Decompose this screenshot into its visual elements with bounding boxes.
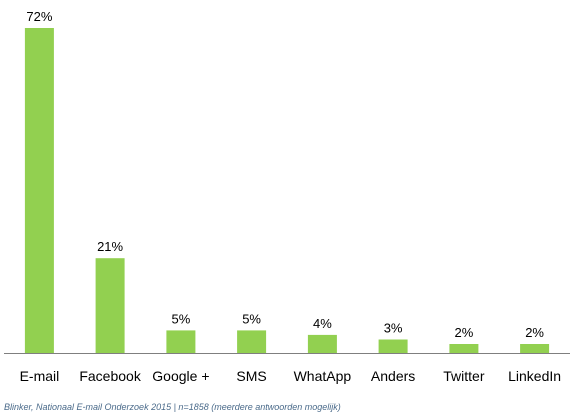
x-tick-label: Twitter [443,368,485,384]
value-label: 2% [525,325,544,340]
bar-sms [237,330,267,353]
value-label: 2% [455,325,474,340]
bar-e-mail [24,28,54,353]
value-label: 5% [242,311,261,326]
bar-whatapp [307,334,337,353]
source-note: Blinker, Nationaal E-mail Onderzoek 2015… [4,402,341,412]
value-label: 4% [313,316,332,331]
x-tick-label: WhatApp [294,368,352,384]
x-tick-label: Google + [152,368,209,384]
value-label: 72% [26,9,52,24]
bar-facebook [95,258,125,353]
x-tick-label: Facebook [79,368,141,384]
x-tick-label: E-mail [20,368,60,384]
x-tick-label: Anders [371,368,415,384]
value-label: 5% [172,311,191,326]
value-label: 3% [384,321,403,336]
x-tick-label: LinkedIn [508,368,561,384]
bar-anders [378,339,408,353]
x-tick-labels-group: E-mail Facebook Google + SMS WhatApp Anders Tw… [20,368,562,384]
bars-group [24,28,550,353]
bar-google [166,330,196,353]
value-label: 21% [97,239,123,254]
x-tick-label: SMS [236,368,266,384]
value-labels-group: 72% 21% 5% 5% 4% 3% 2% 2% [26,9,544,340]
bar-linkedin [520,344,550,353]
bar-twitter [449,344,479,353]
